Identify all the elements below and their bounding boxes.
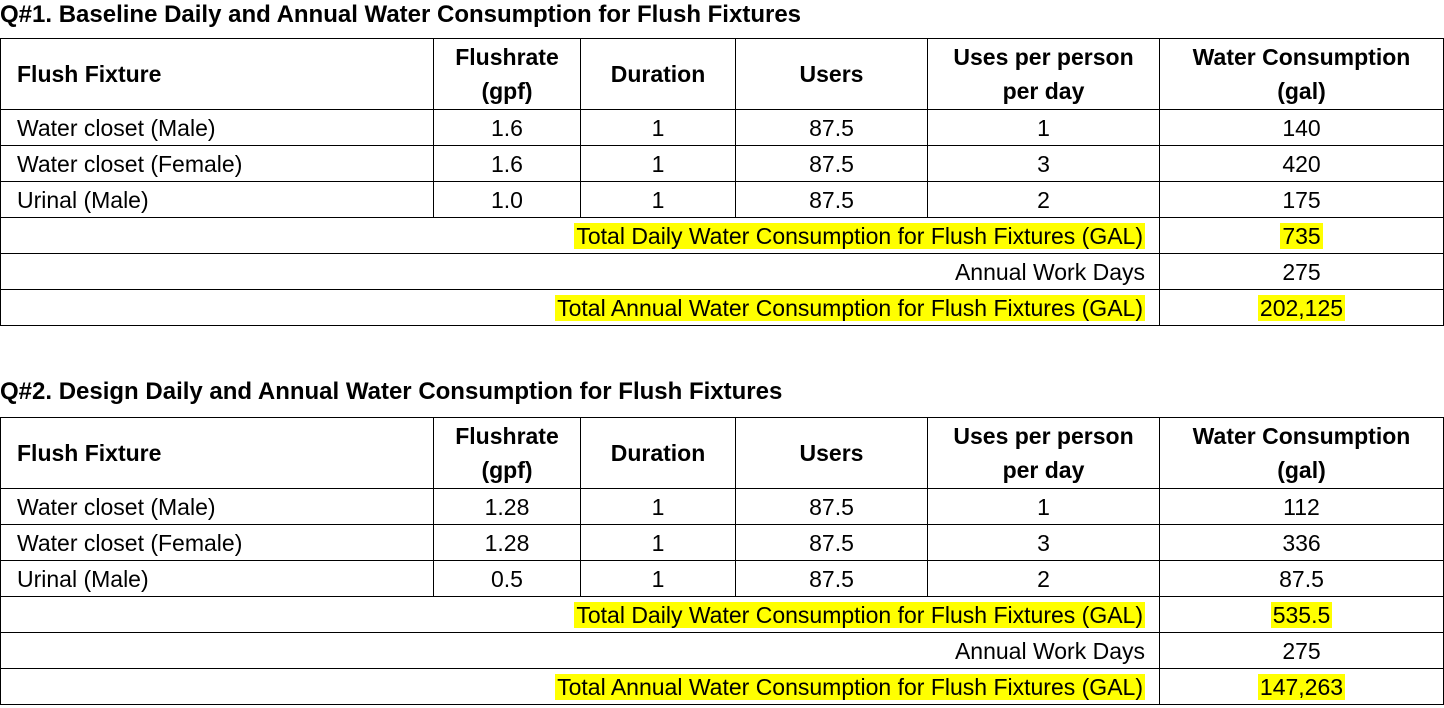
daily-total-value-cell: 535.5 (1159, 596, 1444, 633)
header-consumption-line2: (gal) (1277, 78, 1326, 104)
annual-total-value: 202,125 (1257, 294, 1346, 321)
annual-total-row: Total Annual Water Consumption for Flush… (0, 668, 1444, 705)
cell-duration: 1 (580, 181, 736, 218)
header-flushrate: Flushrate (gpf) (433, 417, 581, 489)
table-row: Urinal (Male) 1.0 1 87.5 2 175 (0, 181, 1444, 218)
cell-consumption: 420 (1159, 145, 1444, 182)
daily-total-label: Total Daily Water Consumption for Flush … (574, 601, 1145, 628)
cell-uses: 3 (927, 524, 1160, 561)
daily-total-value-cell: 735 (1159, 217, 1444, 254)
cell-users: 87.5 (735, 560, 928, 597)
annual-total-row: Total Annual Water Consumption for Flush… (0, 289, 1444, 326)
header-uses-line2: per day (1002, 457, 1085, 483)
cell-fixture: Urinal (Male) (0, 181, 434, 218)
daily-total-label-cell: Total Daily Water Consumption for Flush … (0, 217, 1160, 254)
cell-flushrate: 1.28 (433, 488, 581, 525)
cell-uses: 1 (927, 109, 1160, 146)
cell-duration: 1 (580, 488, 736, 525)
cell-flushrate: 1.6 (433, 145, 581, 182)
table-row: Urinal (Male) 0.5 1 87.5 2 87.5 (0, 560, 1444, 597)
header-consumption: Water Consumption (gal) (1159, 38, 1444, 110)
cell-users: 87.5 (735, 145, 928, 182)
daily-total-label-cell: Total Daily Water Consumption for Flush … (0, 596, 1160, 633)
section-1-title: Q#1. Baseline Daily and Annual Water Con… (0, 1, 802, 28)
header-users: Users (735, 417, 928, 489)
daily-total-row: Total Daily Water Consumption for Flush … (0, 596, 1444, 633)
daily-total-row: Total Daily Water Consumption for Flush … (0, 217, 1444, 254)
header-duration: Duration (580, 38, 736, 110)
cell-users: 87.5 (735, 488, 928, 525)
header-uses-line1: Uses per person (953, 44, 1134, 70)
table-header-row: Flush Fixture Flushrate (gpf) Duration Us… (0, 38, 1444, 110)
cell-uses: 2 (927, 560, 1160, 597)
cell-users: 87.5 (735, 181, 928, 218)
workdays-label: Annual Work Days (0, 632, 1160, 669)
header-consumption-line2: (gal) (1277, 457, 1326, 483)
cell-consumption: 140 (1159, 109, 1444, 146)
cell-consumption: 336 (1159, 524, 1444, 561)
workdays-value: 275 (1159, 632, 1444, 669)
cell-flushrate: 1.28 (433, 524, 581, 561)
workdays-row: Annual Work Days 275 (0, 253, 1444, 290)
cell-users: 87.5 (735, 109, 928, 146)
cell-duration: 1 (580, 145, 736, 182)
header-flush-fixture: Flush Fixture (0, 417, 434, 489)
cell-uses: 3 (927, 145, 1160, 182)
section-2-title: Q#2. Design Daily and Annual Water Consu… (0, 378, 783, 405)
annual-total-label: Total Annual Water Consumption for Flush… (555, 294, 1145, 321)
annual-total-label: Total Annual Water Consumption for Flush… (555, 673, 1145, 700)
cell-fixture: Water closet (Male) (0, 109, 434, 146)
header-flushrate-line1: Flushrate (455, 44, 559, 70)
header-duration: Duration (580, 417, 736, 489)
workdays-label: Annual Work Days (0, 253, 1160, 290)
header-users: Users (735, 38, 928, 110)
cell-consumption: 87.5 (1159, 560, 1444, 597)
header-consumption: Water Consumption (gal) (1159, 417, 1444, 489)
header-uses-line2: per day (1002, 78, 1085, 104)
annual-total-label-cell: Total Annual Water Consumption for Flush… (0, 668, 1160, 705)
table-row: Water closet (Female) 1.6 1 87.5 3 420 (0, 145, 1444, 182)
table-row: Water closet (Male) 1.6 1 87.5 1 140 (0, 109, 1444, 146)
header-consumption-line1: Water Consumption (1192, 44, 1411, 70)
cell-consumption: 112 (1159, 488, 1444, 525)
cell-fixture: Water closet (Male) (0, 488, 434, 525)
cell-fixture: Water closet (Female) (0, 524, 434, 561)
cell-flushrate: 1.0 (433, 181, 581, 218)
annual-total-value-cell: 202,125 (1159, 289, 1444, 326)
header-flushrate-line1: Flushrate (455, 423, 559, 449)
workdays-row: Annual Work Days 275 (0, 632, 1444, 669)
daily-total-value: 535.5 (1270, 601, 1333, 628)
cell-duration: 1 (580, 109, 736, 146)
header-flushrate: Flushrate (gpf) (433, 38, 581, 110)
cell-duration: 1 (580, 524, 736, 561)
design-table: Flush Fixture Flushrate (gpf) Duration Us… (0, 417, 1444, 705)
table-row: Water closet (Female) 1.28 1 87.5 3 336 (0, 524, 1444, 561)
cell-users: 87.5 (735, 524, 928, 561)
cell-flushrate: 0.5 (433, 560, 581, 597)
daily-total-value: 735 (1280, 222, 1323, 249)
annual-total-value-cell: 147,263 (1159, 668, 1444, 705)
cell-duration: 1 (580, 560, 736, 597)
cell-flushrate: 1.6 (433, 109, 581, 146)
table-header-row: Flush Fixture Flushrate (gpf) Duration Us… (0, 417, 1444, 489)
header-flush-fixture: Flush Fixture (0, 38, 434, 110)
cell-fixture: Water closet (Female) (0, 145, 434, 182)
header-flushrate-line2: (gpf) (481, 457, 533, 483)
baseline-table: Flush Fixture Flushrate (gpf) Duration Us… (0, 38, 1444, 326)
cell-fixture: Urinal (Male) (0, 560, 434, 597)
cell-uses: 2 (927, 181, 1160, 218)
cell-uses: 1 (927, 488, 1160, 525)
header-uses-line1: Uses per person (953, 423, 1134, 449)
workdays-value: 275 (1159, 253, 1444, 290)
cell-consumption: 175 (1159, 181, 1444, 218)
annual-total-value: 147,263 (1257, 673, 1346, 700)
annual-total-label-cell: Total Annual Water Consumption for Flush… (0, 289, 1160, 326)
header-uses: Uses per person per day (927, 38, 1160, 110)
header-uses: Uses per person per day (927, 417, 1160, 489)
header-flushrate-line2: (gpf) (481, 78, 533, 104)
table-row: Water closet (Male) 1.28 1 87.5 1 112 (0, 488, 1444, 525)
daily-total-label: Total Daily Water Consumption for Flush … (574, 222, 1145, 249)
header-consumption-line1: Water Consumption (1192, 423, 1411, 449)
